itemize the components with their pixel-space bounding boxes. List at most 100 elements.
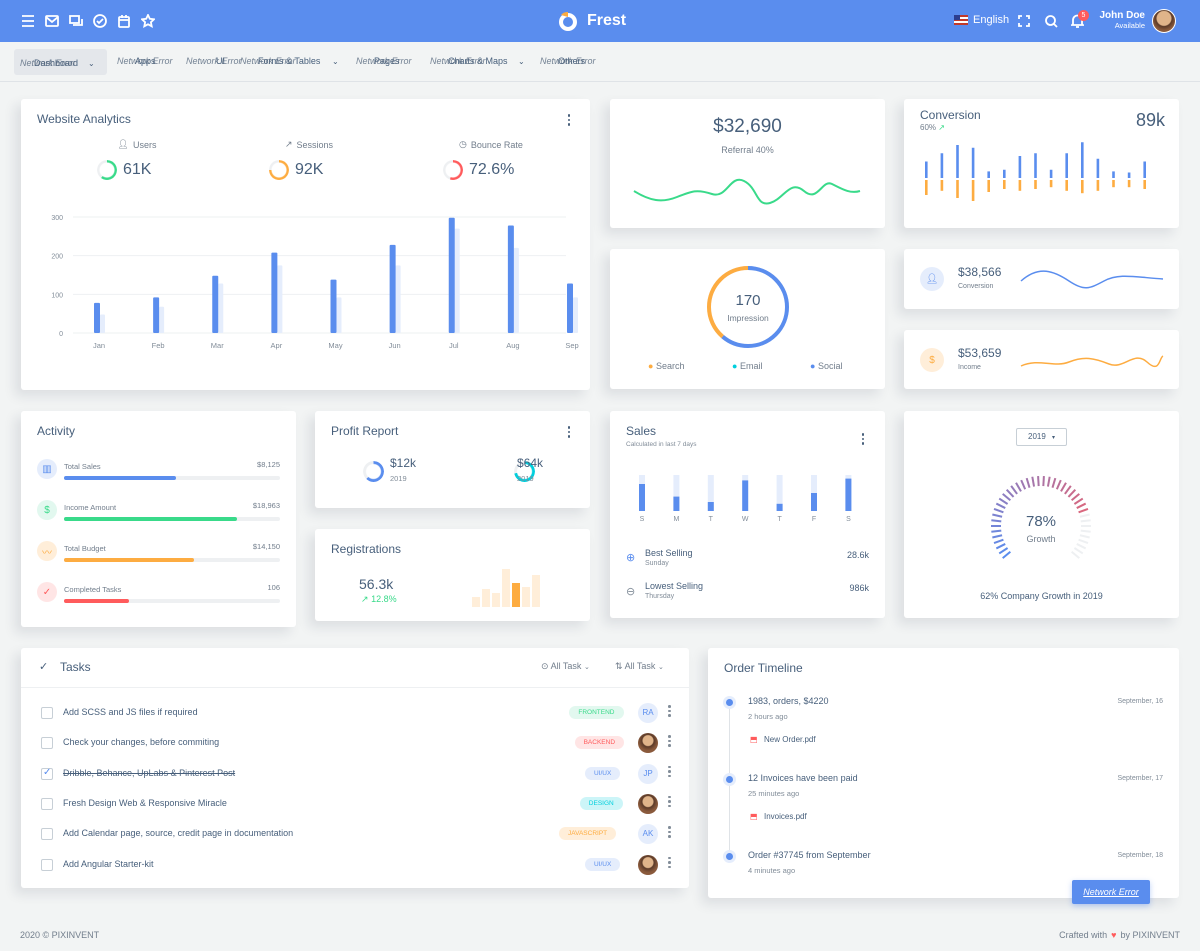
footer-by: by PIXINVENT [1120,930,1180,940]
impression-card: 170 Impression ● Search ● Email ● Social [610,249,885,389]
user-menu[interactable]: John Doe Available [1085,10,1145,30]
more-options-icon[interactable] [567,114,571,126]
menu-others[interactable]: Others Network Error [540,56,602,67]
mail-icon[interactable] [44,13,60,29]
sales-bar-track [707,475,714,511]
brand-logo[interactable]: Frest [558,11,626,31]
sessions-label: Sessions [296,139,334,150]
x-tick-label: Jul [449,341,459,350]
task-row[interactable]: Add Calendar page, source, credit page i… [21,819,689,849]
order-timeline-card: Order Timeline 1983, orders, $4220 2 hour… [708,648,1179,904]
check-circle-icon[interactable] [92,13,108,29]
fullscreen-icon[interactable] [1016,13,1032,29]
more-options-icon[interactable] [668,856,671,868]
timeline-attachment[interactable]: ⬒ Invoices.pdf [750,812,807,821]
task-row[interactable]: Add SCSS and JS files if required FRONTEN… [21,698,689,728]
bar-series-1 [567,283,573,333]
sales-bar-track [776,475,783,511]
conversion-percent: 60% [920,123,937,132]
task-filter-status[interactable]: ⊙ All Task ⌄ [541,661,590,672]
more-options-icon[interactable] [567,426,571,438]
year-dropdown[interactable]: 2019 ▾ [1016,428,1067,446]
gauge-tick [992,513,1003,518]
language-label: English [973,14,1010,26]
bounce-rate-ring [443,160,463,180]
activity-label: Completed Tasks [64,585,122,594]
task-row[interactable]: Check your changes, before commiting BACK… [21,728,689,758]
menu-icon[interactable] [20,13,36,29]
registrations-title: Registrations [331,542,402,556]
menu-dashboard[interactable]: Dashboard Network Error ⌄ [14,49,107,75]
search-icon[interactable] [1043,13,1059,29]
users-ring [97,160,117,180]
menu-apps[interactable]: Apps Network Error [117,56,179,67]
activity-progress [64,599,280,603]
best-selling-day: Sunday [645,560,669,567]
task-row[interactable]: Fresh Design Web & Responsive Miracle DES… [21,789,689,819]
chevron-down-icon: ⌄ [518,57,525,66]
task-checkbox[interactable] [41,767,53,780]
profit-value-1: $12k [390,456,417,470]
user-name: John Doe [1099,10,1145,21]
timeline-attachment[interactable]: ⬒ New Order.pdf [750,735,816,744]
gauge-tick [998,547,1009,555]
x-tick-label: May [328,341,342,350]
more-options-icon[interactable] [668,765,671,778]
task-filter-sort[interactable]: ⇅ All Task ⌄ [615,661,664,672]
timeline-title: 1983, orders, $4220 [748,696,829,706]
task-checkbox[interactable] [41,707,53,719]
profit-ring-2 [514,461,536,482]
sales-title: Sales [626,424,657,438]
profit-report-card: Profit Report $12k 2019 $64k 2019 [315,411,590,508]
menu-pages[interactable]: Pages Network Error [356,56,418,67]
y-tick-label: 200 [51,254,63,261]
gauge-tick [1046,476,1051,487]
chevron-down-icon: ⌄ [88,58,95,68]
calendar-icon[interactable] [116,13,132,29]
task-checkbox[interactable] [41,797,53,810]
arrow-down-circle-icon: ⊖ [626,586,636,598]
profit-year-1: 2019 [390,474,407,483]
lowest-selling-value: 986k [849,583,869,593]
language-selector[interactable]: English [954,14,1009,26]
task-checkbox[interactable] [41,828,53,841]
profit-year-2: 2019 [517,474,534,483]
gauge-tick [1070,493,1080,502]
menu-forms-tables[interactable]: Forms & Tables Network Error ⌄ [240,56,339,67]
sessions-value: 92K [295,161,324,178]
sessions-ring [269,160,289,180]
more-options-icon[interactable] [668,705,671,717]
sales-bar [707,502,714,511]
x-tick-label: Jun [389,341,401,350]
task-checkbox[interactable] [41,737,53,750]
network-error-button[interactable]: Network Error [1072,880,1150,904]
chat-icon[interactable] [68,13,84,29]
task-tag: JAVASCRIPT [559,827,617,841]
menu-others-error: Network Error [540,56,596,66]
legend-search: ● Search [648,361,684,371]
arrow-up-circle-icon: ⊕ [626,552,636,564]
more-options-icon[interactable] [668,735,671,747]
y-tick-label: 0 [59,331,63,338]
more-options-icon[interactable] [668,795,671,808]
growth-caption: 62% Company Growth in 2019 [980,591,1103,601]
bar-series-2 [336,297,342,333]
star-icon[interactable] [140,13,156,29]
menu-charts-maps[interactable]: Charts & Maps Network Error ⌄ [430,56,525,67]
menu-ui[interactable]: UI Network Error [186,56,248,67]
conversion-bar-down [1003,180,1006,189]
users-metric: 👤︎ Users 61K [97,139,177,180]
x-tick-label: Mar [211,341,224,350]
more-options-icon[interactable] [668,826,671,838]
task-row[interactable]: Dribble, Behance, UpLabs & Pinterest Pos… [21,759,689,789]
more-options-icon[interactable] [861,433,865,445]
bar-series-2 [218,283,224,333]
task-checkbox[interactable] [41,858,53,871]
bar-series-2 [573,297,578,333]
task-row[interactable]: Add Angular Starter-kit UI/UX [21,850,689,880]
task-filter-status-label: All Task [550,661,582,671]
registrations-value: 56.3k [359,576,394,592]
user-avatar[interactable] [1152,9,1176,33]
growth-label: Growth [1026,534,1056,544]
notification-badge: 5 [1078,10,1089,21]
